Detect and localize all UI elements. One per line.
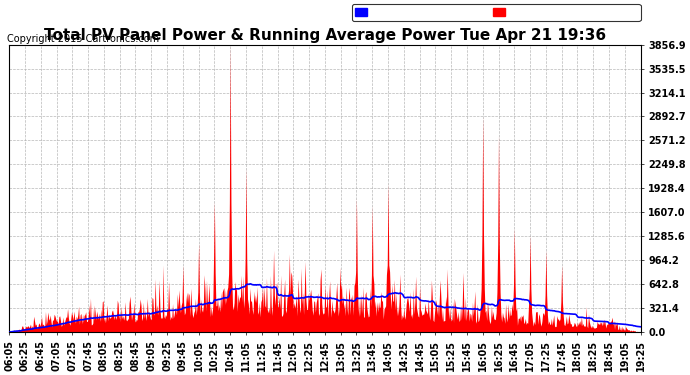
Title: Total PV Panel Power & Running Average Power Tue Apr 21 19:36: Total PV Panel Power & Running Average P… [43, 28, 606, 44]
Text: Copyright 2015 Cartronics.com: Copyright 2015 Cartronics.com [7, 34, 159, 44]
Legend: Average  (DC Watts), PV Panels  (DC Watts): Average (DC Watts), PV Panels (DC Watts) [352, 4, 640, 21]
